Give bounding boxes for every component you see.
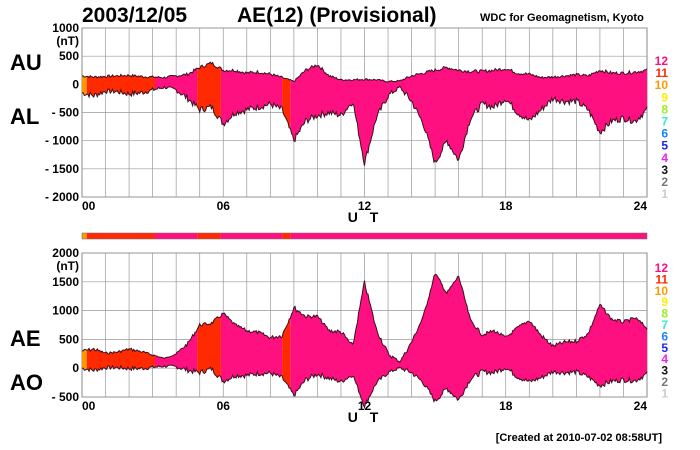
- y-tick-label: 500: [59, 332, 79, 346]
- y-tick-label: 2000: [52, 246, 79, 260]
- series-line-ao: [81, 364, 648, 410]
- series-label-ae: AE: [10, 326, 41, 351]
- station-legend-2: 2: [661, 375, 668, 389]
- station-fill-10: [82, 75, 87, 96]
- panel-au-al: 1000 500 0 - 500 - 1000 - 1500 - 2000 (nT) 00 06 1…: [10, 21, 668, 225]
- station-fill-10: [82, 349, 87, 371]
- station-bar-segment: [86, 233, 155, 239]
- station-bar-segment: [197, 233, 221, 239]
- station-legend-5: 5: [661, 139, 668, 153]
- y-tick-label: 1500: [52, 275, 79, 289]
- station-bar-segment: [220, 233, 283, 239]
- station-legend-6: 6: [661, 127, 668, 141]
- station-legend-8: 8: [661, 307, 668, 321]
- station-fill-12: [290, 274, 647, 408]
- station-legend-3: 3: [661, 163, 668, 177]
- x-tick-label: 18: [499, 199, 513, 213]
- y-tick-label: 1000: [52, 21, 79, 35]
- station-legend-4: 4: [661, 151, 668, 165]
- station-legend-9: 9: [661, 90, 668, 104]
- x-tick-label: 18: [499, 399, 513, 413]
- x-tick-label: 24: [634, 399, 648, 413]
- plot-title: AE(12) (Provisional): [237, 4, 437, 27]
- series-label-ao: AO: [10, 370, 43, 395]
- station-legend-12: 12: [655, 261, 669, 275]
- station-legend-6: 6: [661, 329, 668, 343]
- station-fill-12: [154, 68, 198, 107]
- station-legend-11: 11: [655, 66, 668, 80]
- station-legend-1: 1: [661, 386, 668, 400]
- station-legend-5: 5: [661, 341, 668, 355]
- series-line-ae: [81, 273, 648, 364]
- series-line-al: [81, 85, 648, 166]
- station-bar-segment: [290, 233, 647, 239]
- y-tick-label: 0: [72, 77, 79, 91]
- x-tick-label: 06: [217, 399, 231, 413]
- station-legend-4: 4: [661, 352, 668, 366]
- x-tick-label: 00: [82, 399, 96, 413]
- station-legend-8: 8: [661, 102, 668, 116]
- y-tick-label: 500: [59, 49, 79, 63]
- station-legend-9: 9: [661, 295, 668, 309]
- station-fill-12: [290, 65, 647, 166]
- y-tick-label: 0: [72, 361, 79, 375]
- station-bar-border: [81, 232, 648, 240]
- station-legend-10: 10: [655, 284, 669, 298]
- plot-date: 2003/12/05: [82, 4, 188, 27]
- station-legend-10: 10: [655, 78, 669, 92]
- x-axis-label: U T: [348, 209, 383, 225]
- station-fill-12: [220, 313, 283, 383]
- series-label-au: AU: [10, 50, 42, 75]
- y-axis-unit: (nT): [56, 34, 79, 48]
- station-legend-3: 3: [661, 364, 668, 378]
- station-fill-12: [154, 328, 198, 374]
- station-fill-11: [197, 316, 221, 378]
- x-tick-label: 00: [82, 199, 96, 213]
- station-legend-7: 7: [661, 318, 668, 332]
- station-bar-segment: [82, 233, 87, 239]
- station-legend-1: 1: [661, 187, 668, 201]
- x-axis-label: U T: [348, 409, 383, 425]
- source-label: WDC for Geomagnetism, Kyoto: [480, 12, 644, 24]
- station-bar-segment: [154, 233, 198, 239]
- station-fill-11: [197, 62, 221, 119]
- station-fill-11: [282, 318, 291, 389]
- x-tick-label: 24: [634, 199, 648, 213]
- station-legend-7: 7: [661, 115, 668, 129]
- station-legend-2: 2: [661, 175, 668, 189]
- x-tick-label: 12: [358, 199, 372, 213]
- y-axis-unit: (nT): [56, 259, 79, 273]
- station-fill-12: [220, 67, 283, 126]
- station-bar-segment: [282, 233, 291, 239]
- station-fill-11: [86, 348, 155, 372]
- y-tick-label: - 1500: [45, 162, 79, 176]
- y-tick-label: 1000: [52, 304, 79, 318]
- y-tick-label: - 500: [52, 390, 80, 404]
- y-tick-label: - 500: [52, 106, 80, 120]
- y-tick-label: - 1000: [45, 134, 79, 148]
- series-line-au: [81, 61, 648, 83]
- x-tick-label: 06: [217, 199, 231, 213]
- station-legend-11: 11: [655, 272, 668, 286]
- y-tick-label: - 2000: [45, 190, 79, 204]
- series-label-al: AL: [10, 104, 39, 129]
- station-legend-12: 12: [655, 54, 669, 68]
- created-timestamp: [Created at 2010-07-02 08:58UT]: [495, 432, 662, 444]
